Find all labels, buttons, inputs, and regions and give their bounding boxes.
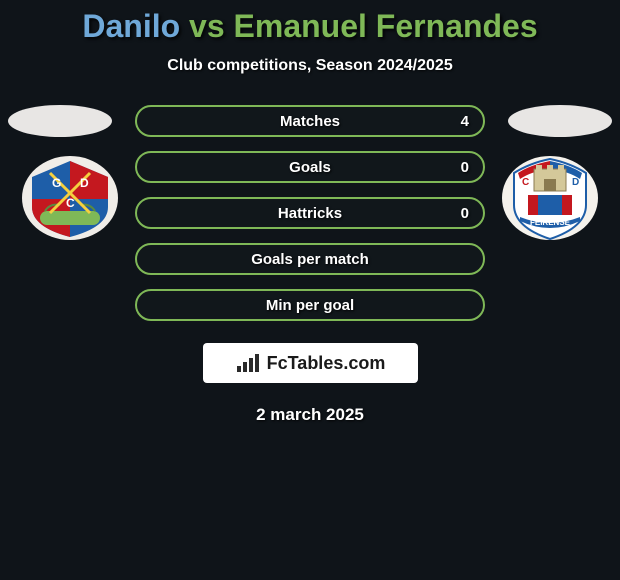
- player2-name: Emanuel Fernandes: [234, 8, 538, 44]
- svg-text:C: C: [66, 196, 75, 210]
- main-area: G D C FEIRENSE C D: [0, 105, 620, 321]
- svg-text:D: D: [572, 177, 579, 188]
- chaves-shield-icon: G D C: [20, 155, 120, 241]
- svg-text:G: G: [52, 176, 61, 190]
- stat-label: Matches: [280, 113, 340, 130]
- stat-row-gpm: Goals per match: [135, 243, 485, 275]
- svg-text:C: C: [522, 177, 529, 188]
- player2-avatar-ellipse: [508, 105, 612, 137]
- stat-label: Goals: [289, 159, 331, 176]
- club-badge-left: G D C: [20, 155, 120, 241]
- bars-icon: [235, 352, 261, 374]
- stat-value-right: 0: [461, 205, 469, 222]
- player1-name: Danilo: [82, 8, 180, 44]
- infographic-container: Danilo vs Emanuel Fernandes Club competi…: [0, 0, 620, 425]
- svg-text:FEIRENSE: FEIRENSE: [530, 218, 571, 227]
- branding-text: FcTables.com: [267, 353, 386, 374]
- stat-row-mpg: Min per goal: [135, 289, 485, 321]
- vs-text: vs: [180, 8, 233, 44]
- date-text: 2 march 2025: [256, 405, 364, 425]
- svg-text:D: D: [80, 176, 89, 190]
- stat-label: Hattricks: [278, 205, 342, 222]
- stat-label: Goals per match: [251, 251, 369, 268]
- stat-value-right: 4: [461, 113, 469, 130]
- subtitle: Club competitions, Season 2024/2025: [167, 57, 452, 75]
- stat-row-matches: Matches 4: [135, 105, 485, 137]
- player1-avatar-ellipse: [8, 105, 112, 137]
- stat-row-goals: Goals 0: [135, 151, 485, 183]
- stat-row-hattricks: Hattricks 0: [135, 197, 485, 229]
- feirense-shield-icon: FEIRENSE C D: [500, 155, 600, 241]
- branding-box: FcTables.com: [203, 343, 418, 383]
- stats-column: Matches 4 Goals 0 Hattricks 0 Goals per …: [135, 105, 485, 321]
- stat-value-right: 0: [461, 159, 469, 176]
- stat-label: Min per goal: [266, 297, 354, 314]
- club-badge-right: FEIRENSE C D: [500, 155, 600, 241]
- page-title: Danilo vs Emanuel Fernandes: [82, 8, 537, 45]
